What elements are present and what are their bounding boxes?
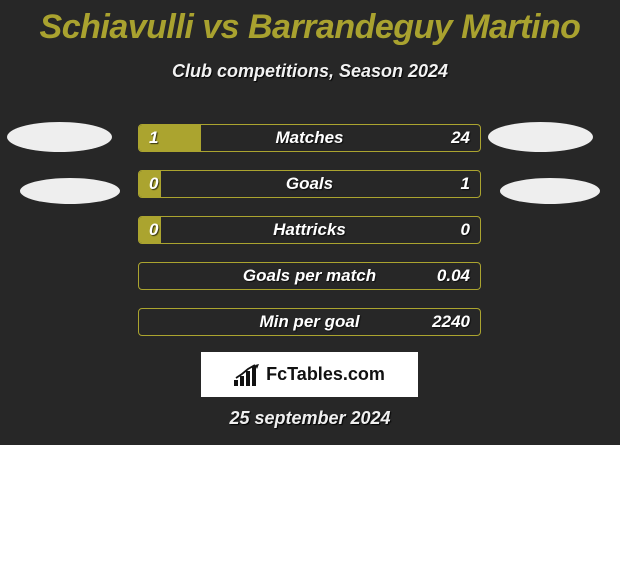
fctables-icon [234,364,260,386]
subtitle: Club competitions, Season 2024 [0,61,620,82]
stat-label: Min per goal [139,309,480,335]
stat-bars: 1Matches240Goals10Hattricks0Goals per ma… [138,124,481,354]
stat-label: Goals [139,171,480,197]
stat-bar: Min per goal2240 [138,308,481,336]
player-left-shadow [20,178,120,204]
source-logo-text: FcTables.com [266,364,385,385]
source-logo-box: FcTables.com [201,352,418,397]
player-right-photo-placeholder [488,122,593,152]
date: 25 september 2024 [0,408,620,429]
stat-right-value: 0 [461,217,470,243]
stat-right-value: 24 [451,125,470,151]
stat-label: Matches [139,125,480,151]
stat-label: Goals per match [139,263,480,289]
stat-bar: 0Goals1 [138,170,481,198]
stat-right-value: 2240 [432,309,470,335]
title: Schiavulli vs Barrandeguy Martino [0,0,620,47]
stat-bar: Goals per match0.04 [138,262,481,290]
stat-right-value: 1 [461,171,470,197]
player-left-photo-placeholder [7,122,112,152]
stat-bar: 0Hattricks0 [138,216,481,244]
stat-bar: 1Matches24 [138,124,481,152]
stat-label: Hattricks [139,217,480,243]
stat-right-value: 0.04 [437,263,470,289]
comparison-card: Schiavulli vs Barrandeguy Martino Club c… [0,0,620,445]
player-right-shadow [500,178,600,204]
